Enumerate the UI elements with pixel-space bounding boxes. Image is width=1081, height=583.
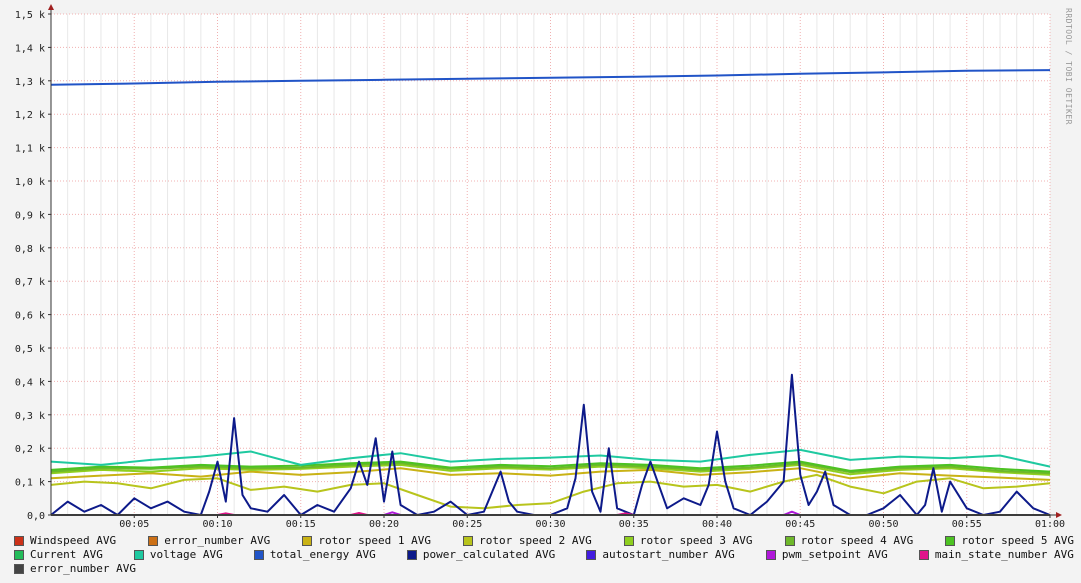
x-tick-label: 01:00 (1035, 519, 1065, 530)
legend-item: pwm_setpoint AVG (765, 548, 888, 562)
x-tick-label: 00:20 (369, 519, 399, 530)
legend-swatch (14, 536, 24, 546)
legend-swatch (623, 536, 634, 546)
legend-row: Windspeed AVG error_number AVG rotor speed… (14, 534, 1074, 548)
x-tick-label: 00:15 (286, 519, 316, 530)
legend-label: Windspeed AVG (30, 534, 117, 547)
legend-swatch (302, 536, 313, 546)
legend-swatch (945, 536, 956, 546)
y-tick-label: 0,6 k (15, 311, 45, 322)
legend-swatch (765, 550, 776, 560)
series-line-4 (50, 463, 1051, 476)
y-tick-label: 0,3 k (15, 411, 45, 422)
x-tick-label: 00:25 (452, 519, 482, 530)
y-tick-label: 0,0 (27, 511, 45, 522)
legend-label: rotor speed 2 AVG (479, 534, 592, 547)
legend-item: autostart_number AVG (586, 548, 735, 562)
y-tick-label: 0,9 k (15, 210, 45, 221)
legend-item: main_state_number AVG (918, 548, 1074, 562)
legend-label: error_number AVG (30, 562, 136, 575)
legend: Windspeed AVG error_number AVG rotor speed… (14, 534, 1074, 576)
y-tick-label: 0,1 k (15, 478, 45, 489)
legend-item: rotor speed 5 AVG (945, 534, 1074, 548)
legend-label: rotor speed 4 AVG (800, 534, 914, 547)
y-tick-label: 0,5 k (15, 344, 45, 355)
x-axis-arrow (1056, 512, 1062, 518)
x-tick-label: 00:35 (619, 519, 649, 530)
legend-label: pwm_setpoint AVG (781, 548, 888, 561)
legend-label: rotor speed 1 AVG (318, 534, 431, 547)
legend-label: rotor speed 5 AVG (961, 534, 1074, 547)
chart: 0,0 0,1 k 0,2 k 0,3 k 0,4 k 0,5 k 0,6 k 0,7 k 0,… (15, 4, 1065, 530)
series-line-13 (51, 512, 1050, 516)
legend-swatch (406, 550, 417, 560)
legend-swatch (14, 564, 24, 574)
legend-label: autostart_number AVG (602, 548, 735, 561)
series-line-2 (50, 467, 1051, 481)
legend-swatch (14, 550, 24, 560)
watermark: RRDTOOL / TOBI OETIKER (1064, 8, 1073, 125)
legend-item: rotor speed 4 AVG (784, 534, 914, 548)
series-line-9 (50, 69, 1051, 86)
legend-item: rotor speed 3 AVG (623, 534, 753, 548)
legend-swatch (148, 536, 159, 546)
legend-item: voltage AVG (133, 548, 223, 562)
y-tick-label: 1,5 k (15, 10, 45, 21)
y-tick-label: 0,8 k (15, 244, 45, 255)
x-tick-label: 00:30 (535, 519, 565, 530)
legend-label: rotor speed 3 AVG (639, 534, 753, 547)
y-tick-label: 0,7 k (15, 277, 45, 288)
legend-item: error_number AVG (148, 534, 270, 548)
y-tick-label: 1,3 k (15, 77, 45, 88)
y-tick-label: 0,2 k (15, 444, 45, 455)
legend-swatch (586, 550, 597, 560)
x-tick-label: 00:45 (785, 519, 815, 530)
series-line-5 (50, 462, 1051, 475)
x-tick-label: 00:05 (119, 519, 149, 530)
legend-item: rotor speed 2 AVG (463, 534, 592, 548)
legend-swatch (133, 550, 144, 560)
y-axis-arrow (48, 4, 54, 10)
x-tick-label: 00:55 (952, 519, 982, 530)
legend-swatch (918, 550, 929, 560)
legend-item: error_number AVG (14, 562, 136, 576)
y-tick-label: 1,2 k (15, 110, 45, 121)
legend-label: total_energy AVG (269, 548, 376, 561)
legend-row: Current AVG voltage AVG total_energy AVG po… (14, 548, 1074, 562)
legend-swatch (253, 550, 264, 560)
legend-item: power_calculated AVG (406, 548, 556, 562)
legend-label: power_calculated AVG (422, 548, 556, 561)
y-tick-label: 1,1 k (15, 144, 45, 155)
x-tick-label: 00:10 (202, 519, 232, 530)
legend-swatch (784, 536, 795, 546)
y-tick-label: 1,4 k (15, 43, 45, 54)
legend-swatch (463, 536, 474, 546)
x-tick-label: 00:50 (868, 519, 898, 530)
legend-label: main_state_number AVG (934, 548, 1074, 561)
series-line-8 (50, 448, 1051, 468)
legend-item: rotor speed 1 AVG (302, 534, 431, 548)
legend-label: voltage AVG (149, 548, 223, 561)
legend-label: error_number AVG (164, 534, 271, 547)
x-tick-label: 00:40 (702, 519, 732, 530)
y-tick-label: 0,4 k (15, 377, 45, 388)
series-line-3 (50, 473, 1051, 510)
y-tick-label: 1,0 k (15, 177, 45, 188)
legend-item: Windspeed AVG (14, 534, 116, 548)
legend-item: Current AVG (14, 548, 103, 562)
legend-label: Current AVG (30, 548, 103, 561)
legend-item: total_energy AVG (253, 548, 376, 562)
legend-row: error_number AVG (14, 562, 1074, 576)
